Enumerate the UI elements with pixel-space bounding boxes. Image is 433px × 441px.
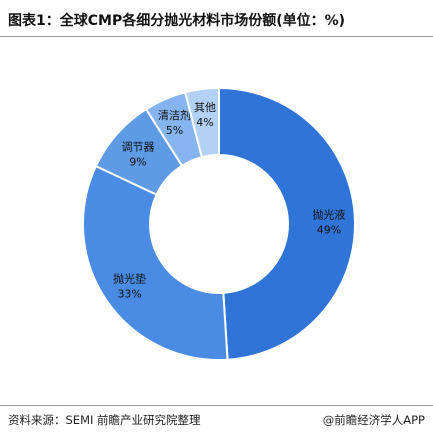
- chart-title: 图表1：全球CMP各细分抛光材料市场份额(单位：%): [8, 13, 346, 29]
- slice-name-label-0: 抛光液: [312, 208, 345, 222]
- slice-name-label-1: 抛光垫: [113, 272, 146, 286]
- slice-value-label-3: 5%: [166, 124, 183, 137]
- brand-credit: @前瞻经济学人APP: [322, 413, 425, 427]
- slice-1: [82, 164, 229, 361]
- slice-name-label-3: 清洁剂: [158, 108, 191, 122]
- slice-4: [183, 86, 220, 159]
- footer-divider: [0, 405, 433, 406]
- source-note: 资料来源：SEMI 前瞻产业研究院整理: [8, 413, 201, 427]
- slice-name-label-4: 其他: [194, 101, 216, 114]
- slice-value-label-4: 4%: [196, 116, 213, 129]
- slice-value-label-2: 9%: [129, 156, 146, 169]
- slice-value-label-1: 33%: [117, 288, 141, 301]
- slice-0: [218, 86, 356, 361]
- slice-name-label-2: 调节器: [121, 141, 154, 154]
- title-divider: [0, 36, 433, 37]
- slice-value-label-0: 49%: [317, 224, 341, 237]
